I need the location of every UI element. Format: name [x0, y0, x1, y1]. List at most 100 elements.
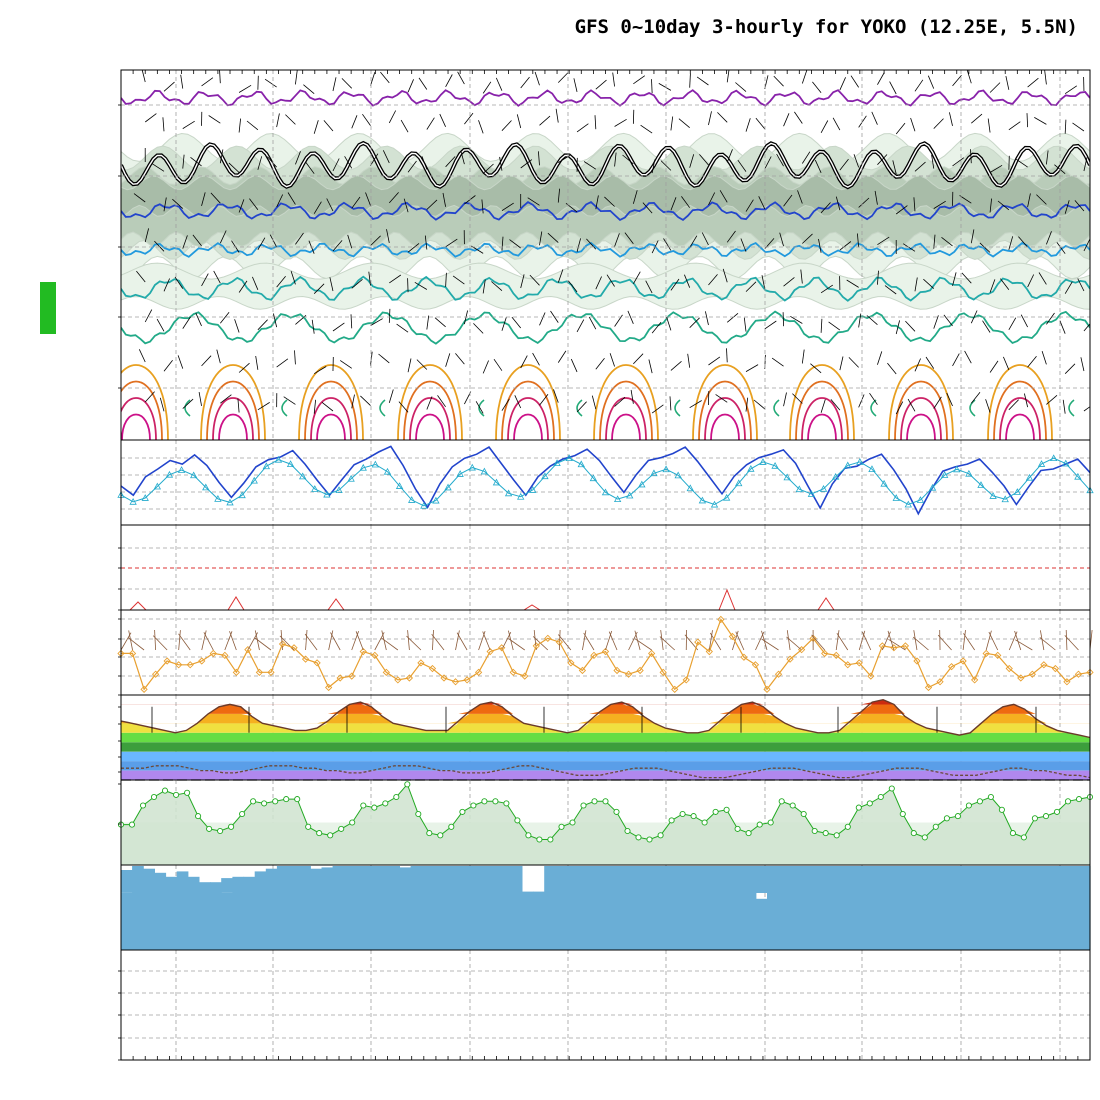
thickness-marker	[1025, 473, 1034, 481]
cloud-bar-low	[800, 922, 813, 950]
warm-contour	[993, 380, 1047, 440]
cloud-bar-middle	[265, 893, 278, 922]
thickness-marker	[735, 479, 743, 487]
wind-barb	[745, 364, 759, 372]
thickness-marker	[819, 484, 828, 492]
wind-barb	[902, 243, 916, 252]
wind-barb	[925, 356, 935, 369]
cloud-bar-high	[299, 866, 311, 893]
wind-barb	[313, 399, 316, 414]
cloud-bar-middle	[689, 893, 701, 922]
warm-contour	[605, 397, 647, 440]
cloud-bar-low	[611, 922, 623, 950]
wind-barb	[159, 397, 165, 412]
moist-contour	[773, 399, 780, 417]
wind-barb	[632, 190, 638, 204]
wind-barb	[201, 192, 206, 207]
wind-barb	[287, 192, 296, 205]
cloud-bar-high	[1023, 866, 1035, 893]
wind-barb	[144, 228, 149, 243]
wind-barb	[136, 270, 146, 283]
wind-barb	[511, 316, 522, 329]
rh-point	[1031, 815, 1038, 822]
rh-90-patch	[826, 566, 874, 584]
wind-barb	[1072, 122, 1085, 132]
cloud-bar-low	[1023, 922, 1035, 950]
rh-point	[492, 798, 499, 805]
thickness-marker	[880, 479, 888, 487]
cloud-bar-high	[822, 866, 835, 893]
cloud-bar-high	[232, 876, 245, 893]
wind-barb	[252, 276, 259, 290]
cloud-bar-high	[522, 891, 534, 893]
rh-point	[833, 832, 840, 839]
wind-barb	[426, 117, 435, 130]
rh-point	[954, 813, 961, 820]
wind-barb	[1046, 231, 1052, 245]
cloud-bar-middle	[310, 893, 322, 922]
cloud-bar-middle	[889, 893, 902, 922]
rh-90-patch	[162, 621, 190, 639]
wind-barb	[684, 274, 691, 288]
wind-barb	[162, 117, 165, 132]
wind-barb	[1041, 350, 1047, 365]
wind-barb	[210, 192, 221, 204]
wind-barb	[839, 356, 844, 371]
rh-point	[536, 836, 543, 843]
wind10-barb	[1040, 630, 1045, 651]
wind-barb	[606, 274, 615, 287]
cloud-bar-high	[176, 871, 189, 893]
wind-barb	[689, 400, 702, 409]
wind-barb	[839, 158, 849, 171]
cloud-bar-low	[232, 922, 245, 950]
rh-point	[426, 830, 433, 837]
cloud-bar-middle	[199, 893, 211, 922]
wind-speed-point	[336, 674, 344, 682]
cloud-bar-low	[455, 922, 467, 950]
wind-barb	[848, 357, 859, 368]
wind-barb	[482, 360, 489, 374]
wind-barb	[1059, 320, 1066, 334]
cloud-bar-high	[622, 866, 634, 893]
cloud-bar-low	[722, 922, 735, 950]
wind10-barb	[786, 630, 791, 651]
wind-barb	[144, 113, 157, 123]
thickness-marker	[299, 472, 307, 480]
wind-barb	[388, 192, 399, 204]
moist-contour	[379, 399, 386, 417]
wind-barb	[133, 193, 146, 203]
wind-speed-point	[382, 668, 390, 676]
rh-point	[943, 815, 950, 822]
cloud-bar-middle	[410, 893, 423, 922]
cloud-bar-low	[199, 922, 211, 950]
cloud-bar-low	[989, 922, 1002, 950]
wind-barb	[491, 281, 503, 292]
cloud-bar-middle	[700, 893, 712, 922]
wind-speed-point	[682, 676, 690, 684]
cloud-bar-high	[221, 878, 233, 893]
lifted-index-peak	[817, 597, 835, 611]
rh-point	[723, 806, 730, 813]
cloud-bar-high	[655, 866, 668, 893]
wind-barb	[495, 77, 503, 91]
wind-barb	[421, 156, 428, 170]
wind-barb	[501, 236, 504, 251]
wind-barb	[1064, 200, 1070, 214]
wind-barb	[745, 199, 754, 212]
wind-barb	[400, 119, 409, 133]
cloud-bar-high	[1000, 866, 1013, 893]
thickness-marker	[262, 462, 271, 470]
thickness-marker	[759, 458, 767, 465]
wind-barb	[614, 118, 627, 127]
freezing-level-inner	[121, 142, 1090, 188]
wind-barb	[382, 150, 390, 164]
warm-contour	[316, 413, 346, 440]
wind-speed-point	[659, 668, 667, 676]
cloud-bar-low	[499, 922, 512, 950]
cloud-bar-low	[878, 922, 891, 950]
wind-barb	[557, 269, 564, 283]
thickness-marker	[408, 496, 416, 503]
cloud-bar-middle	[956, 893, 968, 922]
wind-speed-point	[1005, 664, 1013, 673]
wind-barb	[966, 70, 972, 84]
